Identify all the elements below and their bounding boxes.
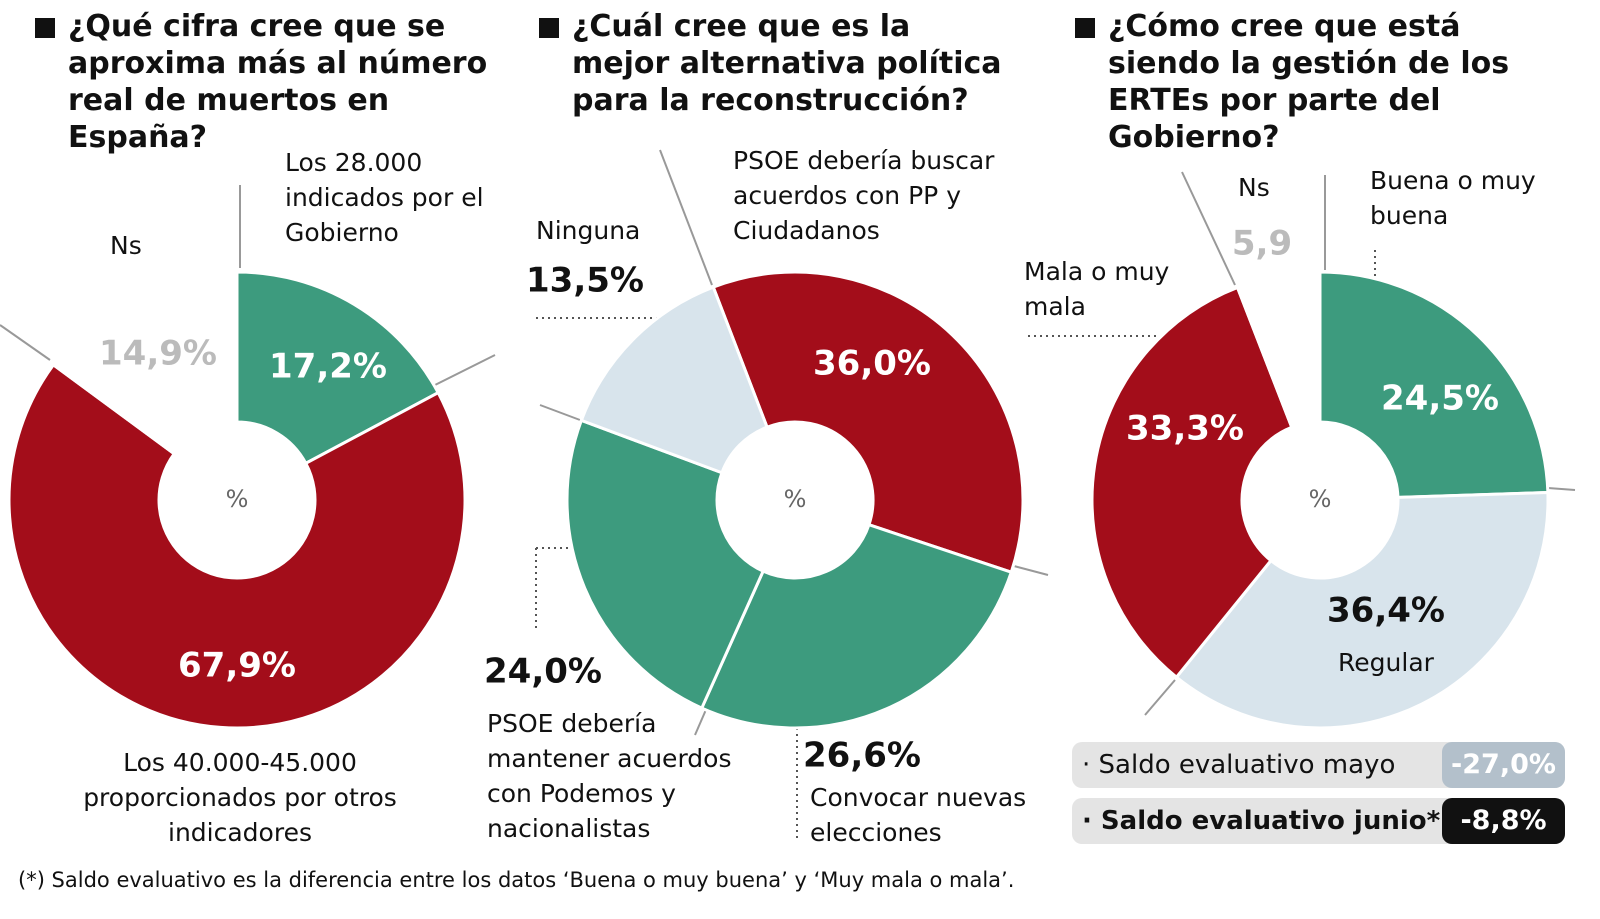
value-label: 24,5% [1381, 379, 1499, 419]
category-label: Buena o muy buena [1370, 166, 1536, 230]
donut-slice [7, 362, 467, 730]
category-label: Ns [110, 231, 142, 260]
donut-slice [1235, 270, 1322, 430]
footnote: (*) Saldo evaluativo es la diferencia en… [18, 868, 1015, 892]
value-label: 26,6% [803, 736, 921, 776]
balance-label: · Saldo evaluativo junio* [1082, 806, 1441, 836]
leader-lines [0, 149, 1576, 840]
title-marker [35, 18, 55, 38]
title-marker [539, 18, 559, 38]
chart-title: ¿Cuál cree que es la mejor alternativa p… [572, 9, 1002, 118]
donut-slice [1318, 270, 1550, 499]
leader-line [1181, 171, 1236, 286]
category-label: Ninguna [536, 216, 641, 245]
balance-value: -8,8% [1460, 805, 1547, 836]
balance-label: · Saldo evaluativo mayo [1082, 750, 1396, 780]
category-label: Los 28.000 indicados por el Gobierno [285, 148, 484, 247]
value-label: 13,5% [526, 261, 644, 301]
donut-slice [711, 270, 1025, 575]
donut-slice [235, 270, 441, 466]
category-label: PSOE debería buscar acuerdos con PP y Ci… [733, 146, 995, 245]
leader-line [659, 149, 713, 286]
donut-slice [1174, 490, 1550, 730]
balance-box [1442, 742, 1565, 788]
chart-title: ¿Qué cifra cree que se aproxima más al n… [68, 9, 488, 155]
leader-line [1009, 564, 1049, 576]
center-label: % [784, 485, 807, 513]
value-label: 24,0% [484, 652, 602, 692]
leader-line [0, 324, 51, 361]
category-label: PSOE debería mantener acuerdos con Podem… [487, 709, 732, 843]
title-marker [1075, 18, 1095, 38]
category-label: Convocar nuevas elecciones [810, 783, 1027, 847]
donut-slice [579, 285, 769, 475]
donut-slice [51, 270, 239, 456]
category-label: Los 40.000-45.000 proporcionados por otr… [83, 748, 397, 847]
donut-slice [1090, 285, 1294, 680]
value-label: 14,9% [99, 334, 217, 374]
value-label: 67,9% [178, 646, 296, 686]
donut-slice [699, 522, 1014, 730]
center-label: % [226, 485, 249, 513]
value-label: 33,3% [1126, 409, 1244, 449]
balance-value: -27,0% [1451, 749, 1556, 780]
category-label: Regular [1338, 648, 1434, 677]
leader-line [1144, 679, 1176, 716]
donut-slice [565, 418, 766, 711]
leader-line [434, 354, 496, 386]
value-label: 36,0% [813, 344, 931, 384]
value-label: 5,9 [1232, 224, 1292, 264]
value-label: 17,2% [269, 347, 387, 387]
center-label: % [1309, 485, 1332, 513]
value-label: 36,4% [1327, 591, 1445, 631]
category-label: Mala o muy mala [1024, 257, 1170, 321]
leader-line [1547, 487, 1576, 491]
chart-title: ¿Cómo cree que está siendo la gestión de… [1108, 9, 1510, 155]
balance-box [1442, 798, 1565, 844]
category-label: Ns [1238, 173, 1270, 202]
leader-line [539, 404, 581, 421]
